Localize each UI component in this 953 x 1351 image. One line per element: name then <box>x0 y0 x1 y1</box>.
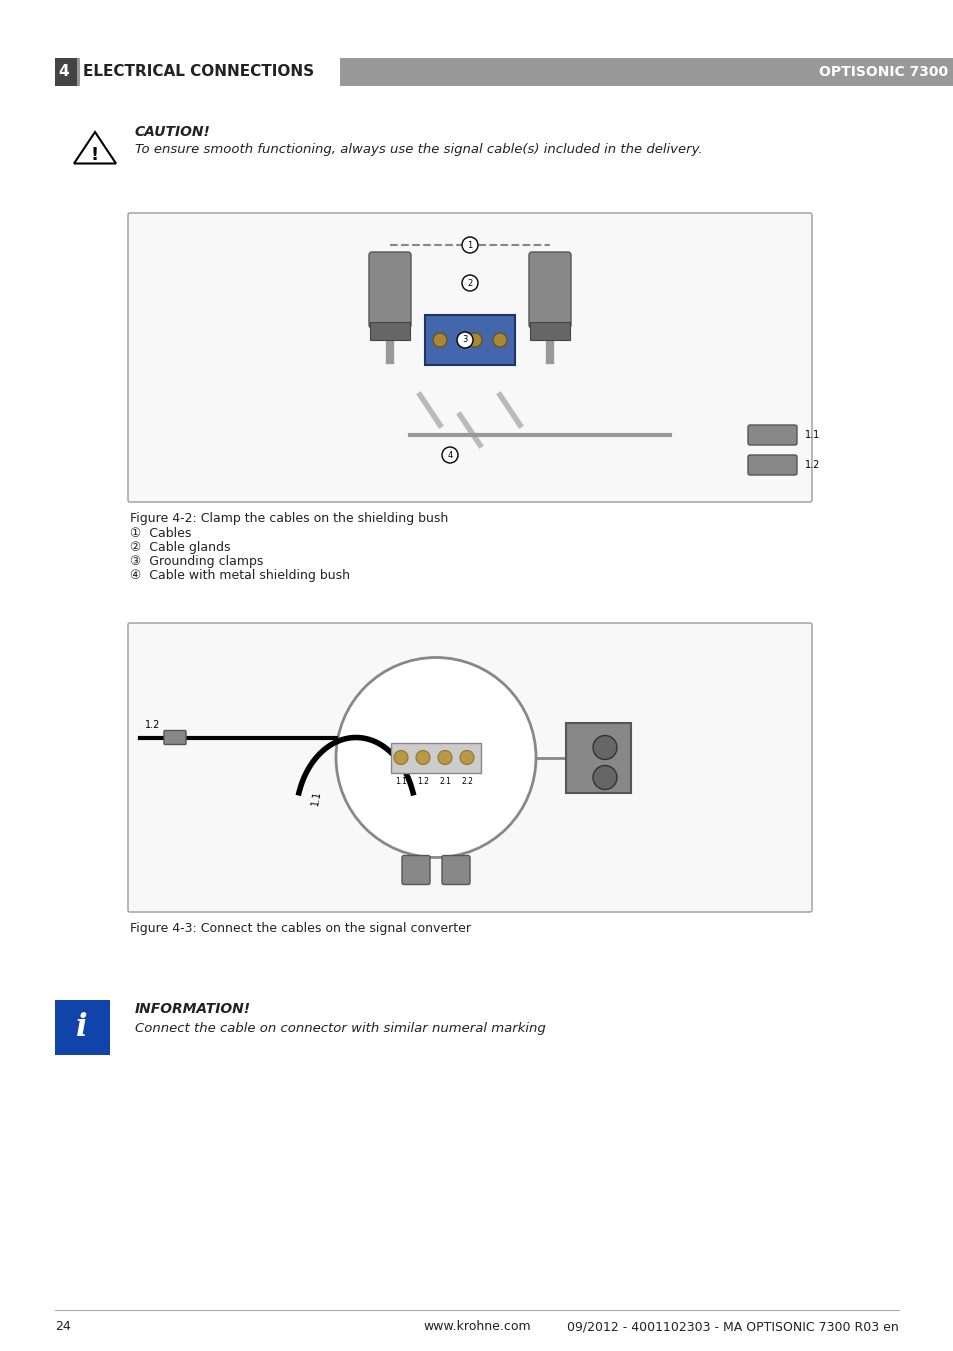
Text: ④  Cable with metal shielding bush: ④ Cable with metal shielding bush <box>130 569 350 582</box>
Text: CAUTION!: CAUTION! <box>135 126 211 139</box>
Circle shape <box>593 735 617 759</box>
Text: 2: 2 <box>467 278 472 288</box>
Bar <box>530 322 569 340</box>
Text: www.krohne.com: www.krohne.com <box>423 1320 530 1333</box>
FancyBboxPatch shape <box>441 855 470 885</box>
Text: 2.2: 2.2 <box>460 777 473 786</box>
Text: Connect the cable on connector with similar numeral marking: Connect the cable on connector with simi… <box>135 1021 545 1035</box>
Text: 1.2: 1.2 <box>145 720 160 730</box>
Circle shape <box>441 447 457 463</box>
FancyBboxPatch shape <box>529 253 571 328</box>
Circle shape <box>335 658 536 858</box>
Polygon shape <box>74 132 116 163</box>
Bar <box>370 322 410 340</box>
Text: ①  Cables: ① Cables <box>130 527 192 540</box>
Circle shape <box>456 332 473 349</box>
Text: 4: 4 <box>447 450 452 459</box>
Text: 2.1: 2.1 <box>438 777 451 786</box>
Text: 24: 24 <box>55 1320 71 1333</box>
FancyBboxPatch shape <box>164 731 186 744</box>
FancyBboxPatch shape <box>747 455 796 476</box>
FancyBboxPatch shape <box>128 213 811 503</box>
Circle shape <box>461 236 477 253</box>
Text: 1.2: 1.2 <box>804 459 820 470</box>
Text: 4: 4 <box>58 65 69 80</box>
FancyBboxPatch shape <box>747 426 796 444</box>
Bar <box>424 315 515 365</box>
Circle shape <box>437 751 452 765</box>
Text: i: i <box>76 1012 88 1043</box>
Circle shape <box>433 332 447 347</box>
Text: ELECTRICAL CONNECTIONS: ELECTRICAL CONNECTIONS <box>83 65 314 80</box>
Text: 1: 1 <box>467 240 472 250</box>
Bar <box>55 58 953 86</box>
Circle shape <box>468 332 481 347</box>
Text: Figure 4-3: Connect the cables on the signal converter: Figure 4-3: Connect the cables on the si… <box>130 921 471 935</box>
Text: To ensure smooth functioning, always use the signal cable(s) included in the del: To ensure smooth functioning, always use… <box>135 143 702 155</box>
FancyBboxPatch shape <box>369 253 411 328</box>
Circle shape <box>394 751 408 765</box>
Bar <box>55 1000 110 1055</box>
Text: 1.1: 1.1 <box>310 789 322 807</box>
Text: 1.1: 1.1 <box>395 777 407 786</box>
Circle shape <box>416 751 430 765</box>
Text: Figure 4-2: Clamp the cables on the shielding bush: Figure 4-2: Clamp the cables on the shie… <box>130 512 448 526</box>
Bar <box>132 627 807 908</box>
Text: 3: 3 <box>462 335 467 345</box>
Circle shape <box>459 751 474 765</box>
Circle shape <box>593 766 617 789</box>
Bar <box>132 218 807 499</box>
Circle shape <box>461 276 477 290</box>
Circle shape <box>493 332 506 347</box>
FancyBboxPatch shape <box>401 855 430 885</box>
Text: ③  Grounding clamps: ③ Grounding clamps <box>130 555 263 567</box>
Bar <box>565 723 630 793</box>
Text: !: ! <box>91 146 99 163</box>
FancyBboxPatch shape <box>128 623 811 912</box>
Bar <box>55 58 77 86</box>
Text: 1.1: 1.1 <box>804 430 820 440</box>
Text: INFORMATION!: INFORMATION! <box>135 1002 251 1016</box>
Text: ②  Cable glands: ② Cable glands <box>130 540 231 554</box>
Text: 1.2: 1.2 <box>416 777 429 786</box>
Bar <box>391 743 480 773</box>
Bar <box>80 58 339 86</box>
Text: OPTISONIC 7300: OPTISONIC 7300 <box>818 65 947 78</box>
Text: 09/2012 - 4001102303 - MA OPTISONIC 7300 R03 en: 09/2012 - 4001102303 - MA OPTISONIC 7300… <box>567 1320 898 1333</box>
